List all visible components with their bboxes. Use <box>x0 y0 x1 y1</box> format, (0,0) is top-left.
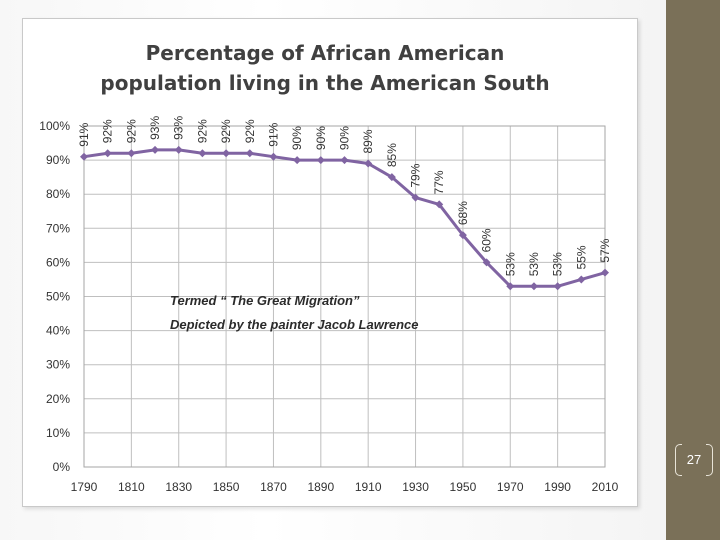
data-point-marker <box>340 156 349 165</box>
x-tick-label: 1790 <box>71 480 98 494</box>
chart-title-line-1: Percentage of African American <box>145 41 505 65</box>
x-tick-label: 1850 <box>213 480 240 494</box>
x-tick-label: 1810 <box>118 480 145 494</box>
y-tick-label: 90% <box>46 153 70 167</box>
data-point-marker <box>151 145 160 154</box>
x-tick-label: 1910 <box>355 480 382 494</box>
y-tick-label: 70% <box>46 221 70 235</box>
y-tick-label: 80% <box>46 187 70 201</box>
chart-title-line-2: population living in the American South <box>100 71 550 95</box>
data-point-marker <box>482 258 491 267</box>
data-point-marker <box>269 152 278 161</box>
data-point-marker <box>435 200 444 209</box>
data-label: 53% <box>503 252 517 276</box>
data-point-marker <box>198 149 207 158</box>
annotation-jacob-lawrence: Depicted by the painter Jacob Lawrence <box>170 317 419 332</box>
data-point-marker <box>553 282 562 291</box>
x-tick-label: 1830 <box>165 480 192 494</box>
data-point-marker <box>506 282 515 291</box>
data-label: 79% <box>409 163 423 187</box>
data-point-marker <box>411 193 420 202</box>
data-label: 57% <box>598 238 612 262</box>
page-number: 27 <box>675 444 713 476</box>
data-point-marker <box>316 156 325 165</box>
data-point-marker <box>245 149 254 158</box>
x-tick-label: 1970 <box>497 480 524 494</box>
data-point-marker <box>364 159 373 168</box>
data-point-marker <box>458 231 467 240</box>
x-tick-label: 1890 <box>307 480 334 494</box>
x-tick-label: 1930 <box>402 480 429 494</box>
data-point-marker <box>80 152 88 161</box>
data-point-marker <box>127 149 136 158</box>
y-tick-label: 30% <box>46 358 70 372</box>
data-label: 90% <box>314 126 328 150</box>
data-label: 92% <box>195 119 209 143</box>
data-label: 55% <box>574 245 588 269</box>
y-tick-label: 10% <box>46 426 70 440</box>
data-label: 91% <box>77 122 91 146</box>
data-label: 90% <box>290 126 304 150</box>
data-point-marker <box>222 149 231 158</box>
y-tick-label: 20% <box>46 392 70 406</box>
plot-area-border <box>83 125 606 468</box>
data-label: 92% <box>219 119 233 143</box>
data-label: 68% <box>456 201 470 225</box>
data-label: 77% <box>432 170 446 194</box>
y-tick-label: 50% <box>46 290 70 304</box>
x-tick-label: 1950 <box>450 480 477 494</box>
x-tick-label: 1990 <box>544 480 571 494</box>
data-point-marker <box>577 275 586 284</box>
data-label: 92% <box>243 119 257 143</box>
data-point-marker <box>174 145 183 154</box>
data-label: 60% <box>480 228 494 252</box>
data-label: 91% <box>266 122 280 146</box>
data-point-marker <box>387 173 396 182</box>
annotation-great-migration: Termed “ The Great Migration” <box>170 293 360 308</box>
data-point-marker <box>601 268 609 277</box>
data-label: 93% <box>172 116 186 140</box>
y-tick-label: 60% <box>46 255 70 269</box>
data-point-marker <box>103 149 112 158</box>
data-label: 90% <box>338 126 352 150</box>
chart-title: Percentage of African American populatio… <box>40 38 610 98</box>
x-tick-label: 2010 <box>592 480 619 494</box>
data-point-marker <box>293 156 302 165</box>
data-label: 53% <box>527 252 541 276</box>
data-label: 89% <box>361 129 375 153</box>
data-label: 92% <box>124 119 138 143</box>
y-tick-label: 100% <box>39 119 70 133</box>
y-tick-label: 40% <box>46 324 70 338</box>
data-label: 92% <box>101 119 115 143</box>
data-label: 53% <box>551 252 565 276</box>
x-tick-label: 1870 <box>260 480 287 494</box>
data-label: 85% <box>385 143 399 167</box>
y-tick-label: 0% <box>53 460 71 474</box>
data-label: 93% <box>148 116 162 140</box>
data-point-marker <box>529 282 538 291</box>
